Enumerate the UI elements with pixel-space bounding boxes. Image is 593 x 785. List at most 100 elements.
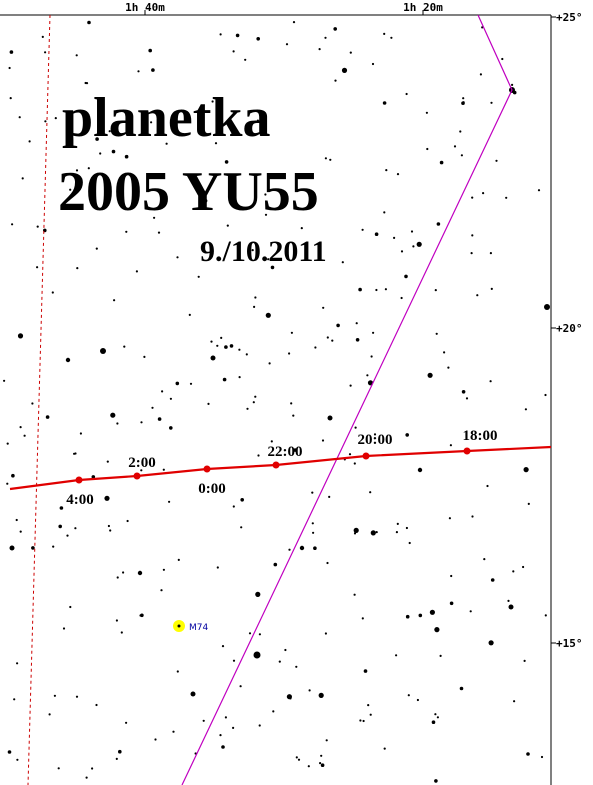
star bbox=[172, 730, 175, 733]
star bbox=[443, 351, 446, 354]
star bbox=[140, 469, 143, 472]
star bbox=[434, 289, 437, 292]
star bbox=[110, 412, 116, 418]
star bbox=[325, 739, 328, 742]
star bbox=[21, 177, 24, 180]
star bbox=[375, 531, 378, 534]
star bbox=[471, 234, 474, 237]
star bbox=[229, 344, 234, 348]
star bbox=[107, 524, 110, 528]
star bbox=[253, 651, 261, 659]
star bbox=[190, 691, 196, 697]
star bbox=[270, 440, 273, 443]
star bbox=[235, 33, 240, 38]
star bbox=[465, 397, 469, 400]
star bbox=[76, 267, 79, 270]
star bbox=[369, 491, 372, 494]
path-point bbox=[203, 465, 211, 473]
star bbox=[355, 338, 360, 342]
star bbox=[355, 322, 358, 325]
star bbox=[482, 192, 485, 195]
star bbox=[436, 716, 439, 719]
star bbox=[363, 669, 368, 673]
star bbox=[404, 274, 408, 279]
star bbox=[224, 716, 227, 719]
star bbox=[329, 158, 332, 161]
star bbox=[125, 721, 128, 724]
star bbox=[471, 515, 474, 518]
ra-label: 1h 40m bbox=[125, 1, 165, 14]
star bbox=[273, 562, 278, 567]
star bbox=[319, 762, 322, 765]
star bbox=[416, 698, 419, 702]
star bbox=[449, 601, 454, 606]
star bbox=[331, 339, 334, 342]
star bbox=[224, 345, 228, 349]
star bbox=[418, 613, 423, 618]
dec-label: +25° bbox=[556, 11, 583, 24]
star bbox=[523, 467, 529, 473]
star bbox=[537, 189, 541, 192]
star bbox=[256, 119, 259, 122]
object-label: M74 bbox=[189, 623, 208, 633]
star bbox=[123, 345, 126, 348]
dec-label: +15° bbox=[556, 637, 583, 650]
star bbox=[349, 51, 352, 54]
star bbox=[489, 380, 492, 383]
star bbox=[36, 266, 39, 269]
star bbox=[353, 462, 356, 465]
time-label: 20:00 bbox=[358, 432, 393, 448]
star bbox=[189, 382, 193, 385]
star bbox=[522, 565, 525, 569]
star bbox=[16, 662, 19, 665]
star bbox=[488, 640, 494, 646]
title-line: planetka bbox=[62, 87, 271, 149]
star bbox=[324, 157, 327, 160]
star bbox=[371, 62, 375, 66]
star bbox=[113, 299, 116, 302]
star bbox=[400, 250, 404, 253]
star bbox=[470, 252, 473, 255]
star bbox=[336, 323, 340, 328]
star bbox=[162, 468, 165, 471]
star bbox=[289, 697, 292, 700]
star bbox=[373, 433, 377, 436]
star bbox=[52, 545, 55, 548]
star bbox=[434, 779, 438, 783]
star bbox=[116, 422, 119, 425]
star bbox=[353, 593, 356, 596]
star bbox=[221, 745, 225, 749]
star bbox=[439, 654, 442, 658]
star bbox=[140, 613, 144, 618]
star bbox=[15, 518, 18, 522]
dec-label: +20° bbox=[556, 322, 583, 335]
star bbox=[161, 390, 164, 393]
star bbox=[219, 33, 222, 36]
star bbox=[69, 605, 72, 609]
star bbox=[87, 167, 90, 170]
star bbox=[278, 660, 281, 663]
star bbox=[312, 531, 315, 534]
star bbox=[410, 230, 414, 233]
star bbox=[489, 252, 492, 255]
star bbox=[328, 495, 331, 498]
path-point bbox=[272, 461, 280, 469]
star bbox=[540, 755, 544, 759]
star bbox=[91, 767, 94, 770]
star bbox=[91, 475, 96, 479]
star bbox=[384, 288, 387, 291]
star bbox=[31, 402, 34, 405]
star bbox=[508, 604, 514, 610]
star bbox=[9, 97, 12, 100]
star bbox=[116, 576, 119, 579]
time-label: 22:00 bbox=[268, 444, 303, 460]
star bbox=[148, 48, 152, 53]
star bbox=[104, 495, 110, 501]
path-point bbox=[463, 447, 471, 455]
star bbox=[290, 402, 293, 405]
star bbox=[176, 256, 179, 259]
star bbox=[115, 757, 118, 761]
star bbox=[254, 296, 257, 299]
star bbox=[122, 571, 125, 574]
star bbox=[390, 36, 393, 39]
